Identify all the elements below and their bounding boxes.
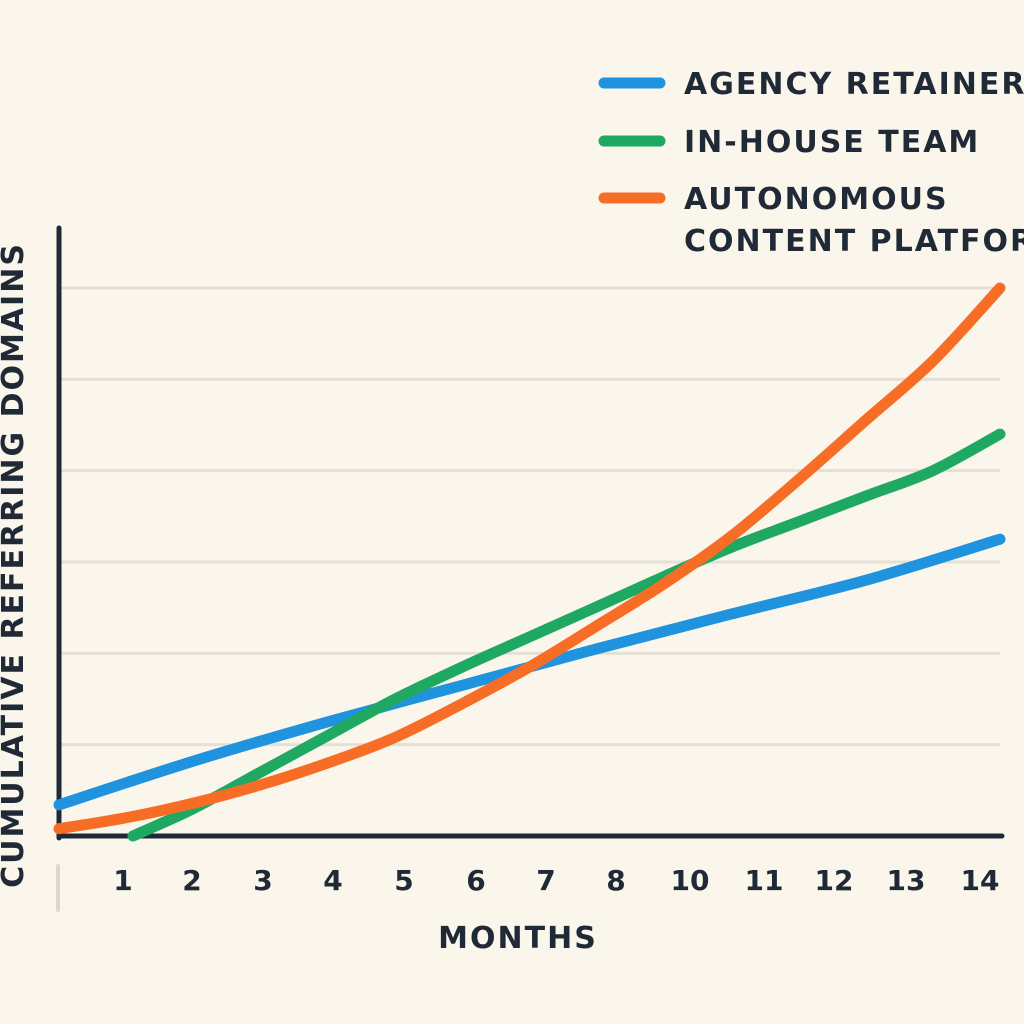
x-tick-label: 1 xyxy=(113,864,132,897)
x-tick-label: 3 xyxy=(253,864,272,897)
x-tick-label: 13 xyxy=(887,864,926,897)
x-tick-label: 2 xyxy=(182,864,201,897)
y-axis-title: CUMULATIVE REFERRING DOMAINS xyxy=(0,242,31,888)
legend-agency-retainer: AGENCY RETAINER xyxy=(598,67,1024,102)
x-tick-label: 11 xyxy=(745,864,784,897)
x-axis-title: MONTHS xyxy=(438,921,598,956)
gridlines xyxy=(59,286,1000,747)
legend: AGENCY RETAINER IN-HOUSE TEAM AUTONOMOUS CO… xyxy=(598,67,1024,259)
x-tick-label: 5 xyxy=(394,864,413,897)
x-tick-label: 12 xyxy=(815,864,854,897)
x-tick-label: 6 xyxy=(466,864,485,897)
axes xyxy=(56,225,1005,912)
x-tick-label: 14 xyxy=(961,864,1000,897)
autonomous-content-platform-line xyxy=(53,282,1006,835)
legend-in-house-team: IN-HOUSE TEAM xyxy=(598,125,980,160)
x-tick-label: 4 xyxy=(323,864,342,897)
x-tick-label: 7 xyxy=(536,864,555,897)
x-tick-label: 10 xyxy=(671,864,710,897)
in-house-team-line xyxy=(127,428,1006,842)
legend-label: AGENCY RETAINER xyxy=(684,67,1024,102)
x-tick-label: 8 xyxy=(606,864,625,897)
x-tick-labels: 1 2 3 4 5 6 7 8 10 11 12 13 14 xyxy=(113,864,999,897)
series-lines xyxy=(53,282,1006,842)
legend-label: IN-HOUSE TEAM xyxy=(684,125,980,160)
